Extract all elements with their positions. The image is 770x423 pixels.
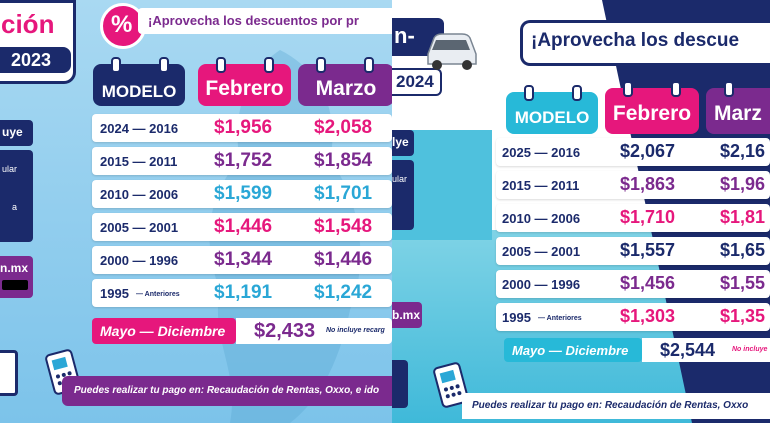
- price-marzo: $2,058: [314, 117, 373, 138]
- car-icon: [427, 33, 477, 70]
- model-years: 2000 — 1996: [502, 277, 581, 292]
- header-marzo: Marzo: [298, 57, 392, 106]
- year-badge: 2023: [0, 47, 71, 73]
- price-marzo: $1,701: [314, 183, 373, 204]
- price-marzo: $1,55: [720, 273, 766, 293]
- may-dec-row: $2,433 No incluye recarg: [236, 318, 392, 344]
- payment-footer: Puedes realizar tu pago en: Recaudación …: [462, 393, 770, 419]
- table-row: 2005 — 2001 $1,557 $1,65: [496, 237, 770, 265]
- price-febrero: $1,752: [214, 150, 273, 171]
- header-modelo: MODELO: [506, 85, 598, 134]
- model-years: 2000 — 1996: [100, 253, 179, 268]
- price-febrero: $1,344: [214, 249, 273, 270]
- model-years: 2015 — 2011: [502, 178, 580, 193]
- price-marzo: $1,35: [720, 306, 766, 326]
- model-years: 2010 — 2006: [100, 187, 179, 202]
- price-marzo: $1,242: [314, 282, 373, 303]
- model-years: 1995: [502, 310, 531, 325]
- price-febrero: $1,863: [620, 174, 676, 194]
- price-marzo: $1,854: [314, 150, 373, 171]
- may-dec-label: Mayo — Diciembre: [504, 338, 642, 362]
- title-word: ción: [1, 9, 55, 39]
- table-row: 2000 — 1996 $1,456 $1,55: [496, 270, 770, 298]
- side-badge: lye: [392, 130, 414, 156]
- table-row: 2005 — 2001 $1,446 $1,548: [92, 213, 392, 241]
- price-febrero: $1,191: [214, 282, 273, 303]
- calendar-ring-icon: [111, 57, 121, 73]
- price-febrero: $2,067: [620, 141, 676, 161]
- discount-banner: ¡Aprovecha los descuentos por pr: [138, 8, 392, 34]
- model-years: 2010 — 2006: [502, 211, 581, 226]
- table-row: 2010 — 2006 $1,710 $1,81: [496, 204, 770, 232]
- payment-terminal-icon: [433, 362, 469, 408]
- store-badge-icon: [2, 280, 28, 290]
- side-web-box: b.mx: [392, 302, 422, 328]
- table-row: 2015 — 2011 $1,863 $1,96: [496, 171, 770, 199]
- model-years: 2024 — 2016: [100, 121, 179, 136]
- price-marzo: $1,81: [720, 207, 766, 227]
- payment-footer: Puedes realizar tu pago en: Recaudación …: [62, 376, 392, 406]
- price-marzo: $2,16: [720, 141, 766, 161]
- price-marzo: $1,96: [720, 174, 766, 194]
- table-row: 2015 — 2011 $1,752 $1,854: [92, 147, 392, 175]
- price-febrero: $1,557: [620, 240, 676, 260]
- table-row: 2024 — 2016 $1,956 $2,058: [92, 114, 392, 142]
- header-marzo: Marz: [706, 81, 770, 134]
- right-poster-2024: n- 2024 lye ular b.mx ¡Aprovecha los des…: [392, 0, 770, 423]
- price-febrero: $1,599: [214, 183, 273, 204]
- price-febrero: $1,710: [620, 207, 676, 227]
- calendar-ring-icon: [524, 85, 534, 101]
- model-years: 1995: [100, 286, 129, 301]
- table-row: 1995 — Anteriores $1,303 $1,35: [496, 303, 770, 331]
- side-web-box: n.mx: [0, 256, 33, 298]
- year-badge: 2024: [392, 68, 442, 96]
- calendar-ring-icon: [216, 57, 226, 73]
- price-marzo: $1,548: [314, 216, 373, 237]
- left-poster-2023: ción 2023 uye ular a n.mx % ¡Aprovecha l…: [0, 0, 392, 423]
- discount-banner: ¡Aprovecha los descue: [520, 20, 770, 66]
- side-info-box: ular: [392, 160, 414, 230]
- table-row: 2025 — 2016 $2,067 $2,16: [496, 138, 770, 166]
- price-febrero: $1,303: [620, 306, 676, 326]
- table-row: 2010 — 2006 $1,599 $1,701: [92, 180, 392, 208]
- house-icon: [0, 350, 18, 396]
- calendar-ring-icon: [623, 81, 633, 97]
- table-row: 1995 — Anteriores $1,191 $1,242: [92, 279, 392, 307]
- header-modelo: MODELO: [93, 57, 185, 106]
- model-years: 2005 — 2001: [502, 244, 581, 259]
- model-years: 2005 — 2001: [100, 220, 179, 235]
- may-dec-row: $2,544 No incluye: [642, 338, 770, 362]
- side-info-box: ular a: [0, 150, 33, 242]
- header-febrero: Febrero: [198, 57, 291, 106]
- price-marzo: $1,65: [720, 240, 766, 260]
- price-febrero: $1,456: [620, 273, 676, 293]
- price-febrero: $1,446: [214, 216, 273, 237]
- side-badge: uye: [0, 120, 33, 146]
- price-marzo: $1,446: [314, 249, 373, 270]
- title-card: ción 2023: [0, 0, 76, 84]
- calendar-ring-icon: [264, 57, 274, 73]
- calendar-ring-icon: [364, 57, 374, 73]
- calendar-ring-icon: [159, 57, 169, 73]
- calendar-ring-icon: [724, 81, 734, 97]
- house-icon: [392, 360, 408, 408]
- model-years-suffix: — Anteriores: [136, 291, 180, 298]
- model-years-suffix: — Anteriores: [538, 315, 582, 322]
- header-febrero: Febrero: [605, 81, 699, 134]
- price-febrero: $1,956: [214, 117, 273, 138]
- calendar-ring-icon: [572, 85, 582, 101]
- calendar-ring-icon: [671, 81, 681, 97]
- calendar-ring-icon: [316, 57, 326, 73]
- model-years: 2025 — 2016: [502, 145, 581, 160]
- table-row: 2000 — 1996 $1,344 $1,446: [92, 246, 392, 274]
- model-years: 2015 — 2011: [100, 154, 178, 169]
- may-dec-label: Mayo — Diciembre: [92, 318, 236, 344]
